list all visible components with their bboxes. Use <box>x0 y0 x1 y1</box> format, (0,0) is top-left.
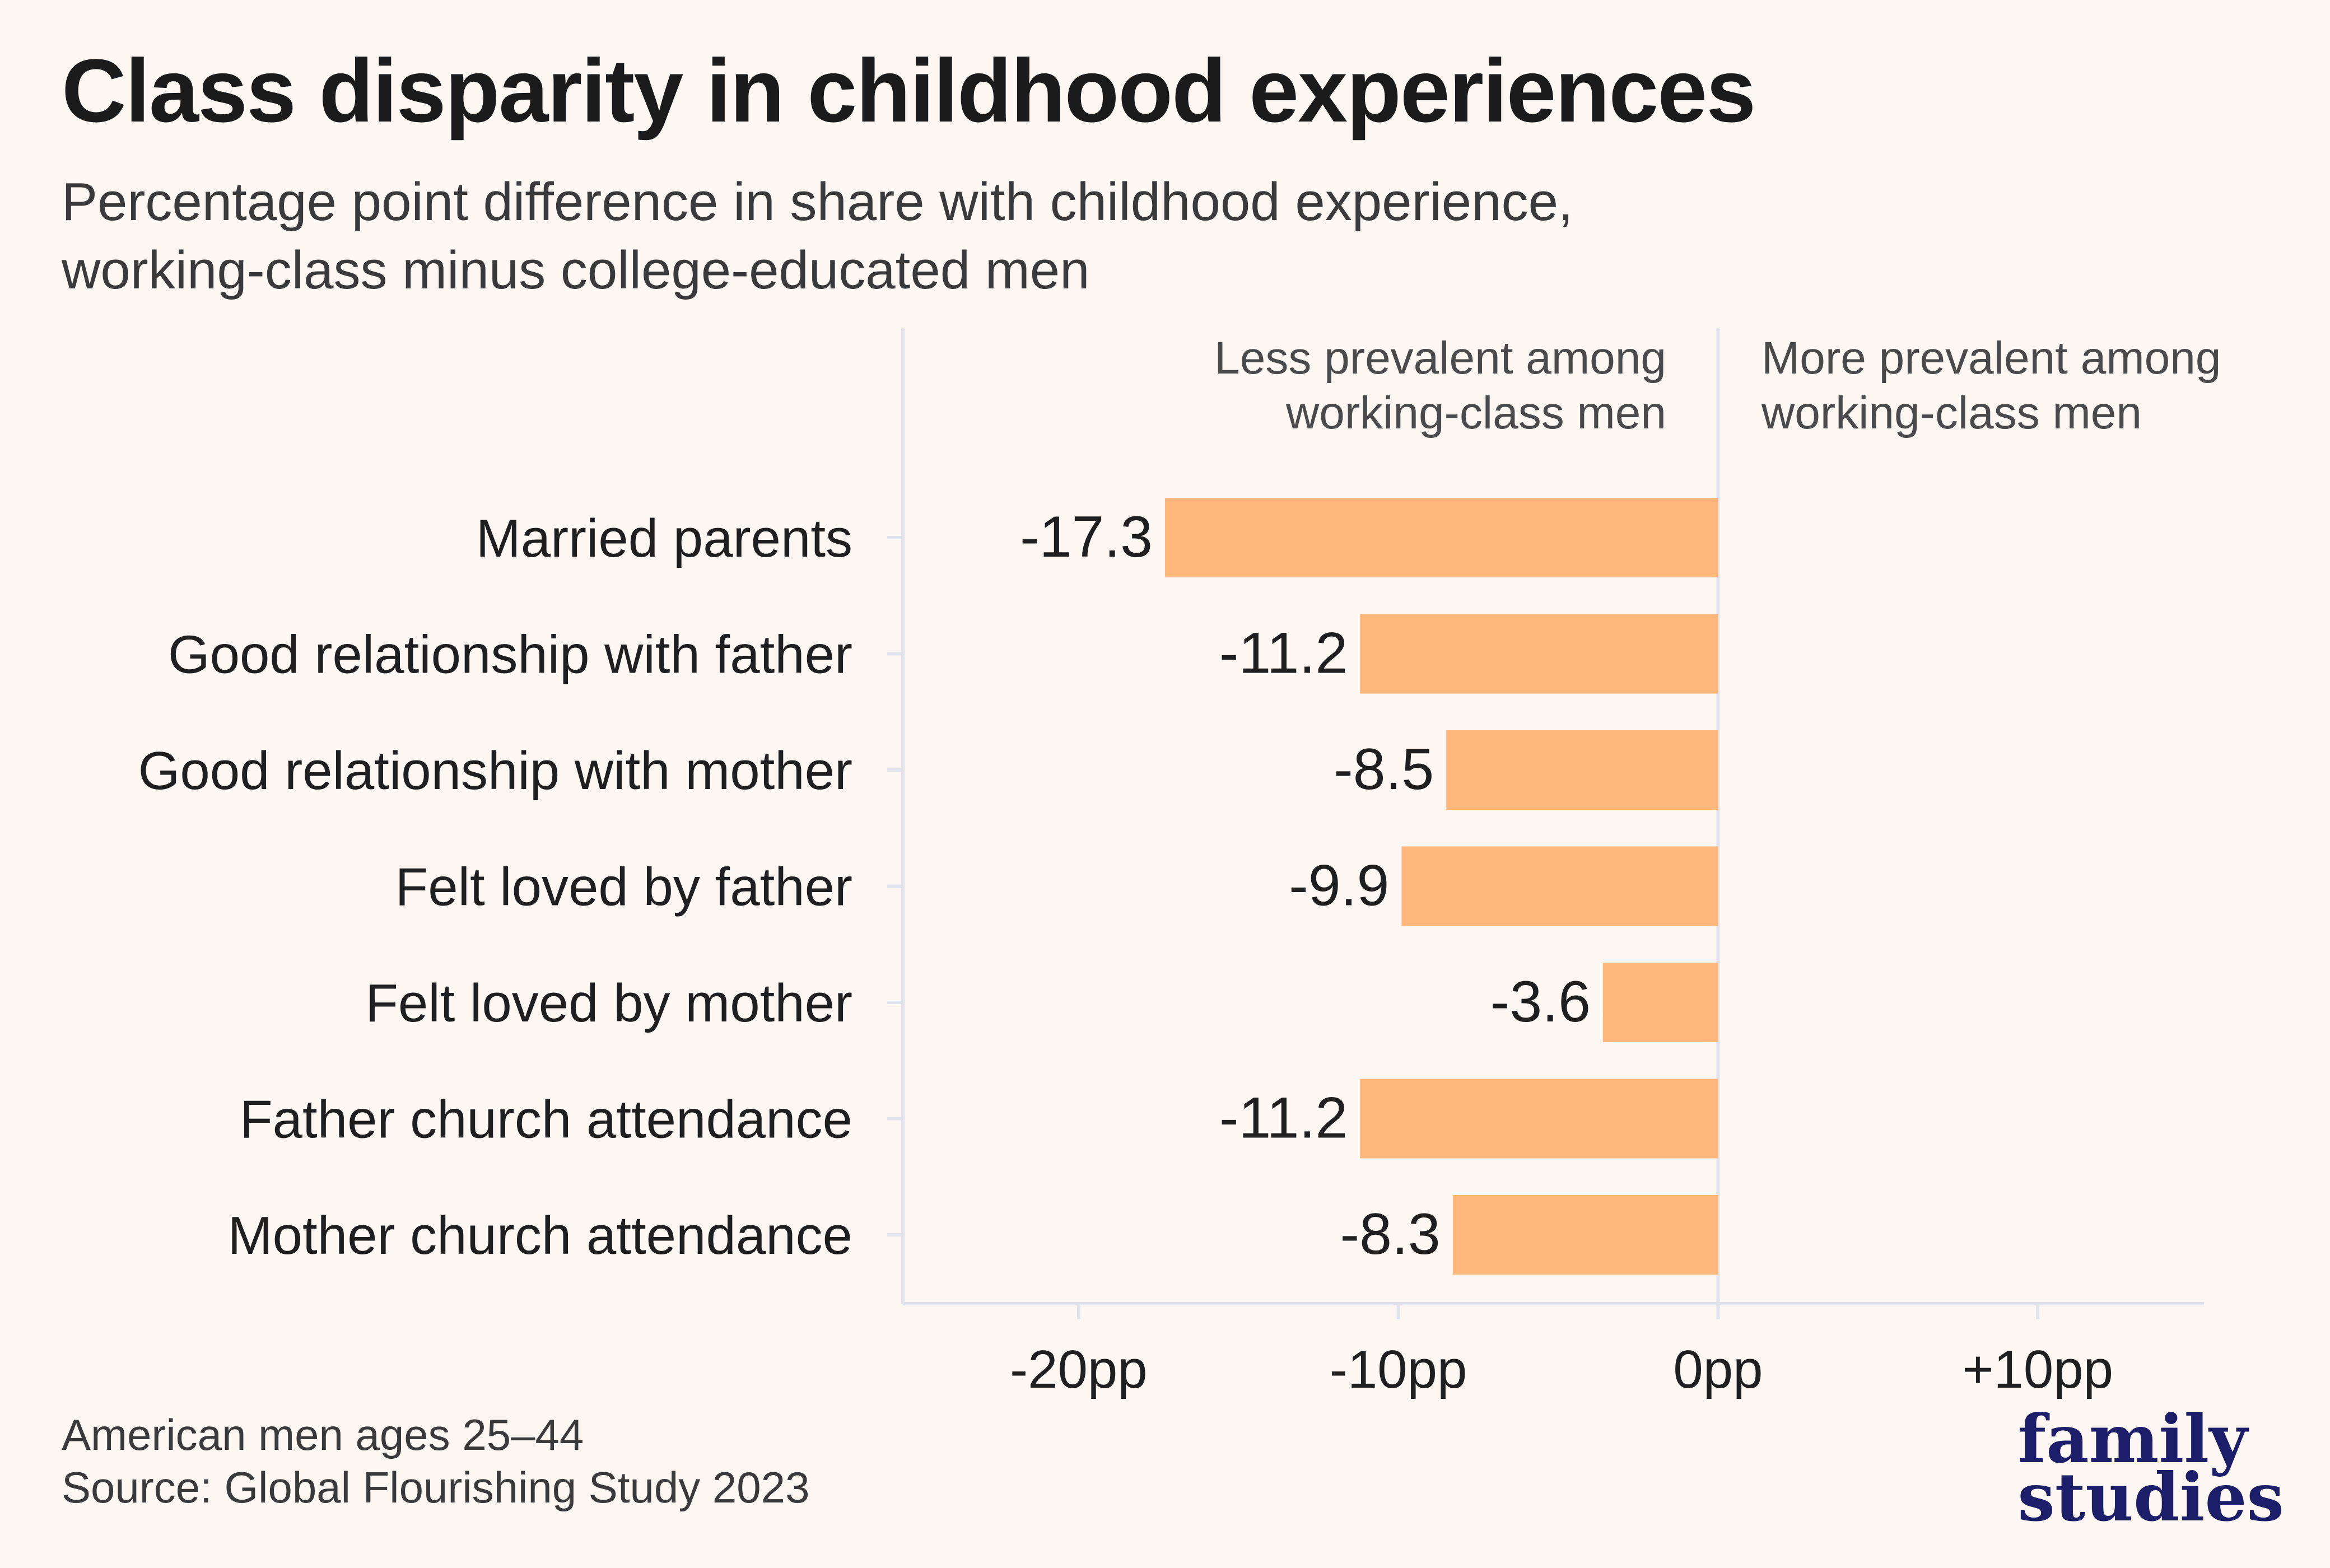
labels: -20pp -10pp 0pp +10pp Married parents -17.3 Go… <box>138 505 2113 1399</box>
annotation-less-prevalent-line-2: working-class men <box>1285 388 1666 438</box>
category-label: Felt loved by mother <box>365 973 852 1033</box>
value-label: -11.2 <box>1219 621 1348 686</box>
category-label: Felt loved by father <box>395 857 852 917</box>
value-label: -11.2 <box>1219 1086 1348 1151</box>
value-label: -3.6 <box>1490 969 1591 1034</box>
annotation-more-prevalent-line-1: More prevalent among <box>1762 333 2221 384</box>
category-label: Good relationship with father <box>168 625 852 685</box>
logo-line-1: family <box>2017 1400 2248 1478</box>
chart-subtitle: Percentage point difference in share wit… <box>62 168 1573 305</box>
value-label: -9.9 <box>1289 853 1389 918</box>
bar <box>1360 614 1718 694</box>
logo-line-2: studies <box>2017 1458 2284 1536</box>
x-tick-label: 0pp <box>1673 1340 1763 1399</box>
footnote: American men ages 25–44 Source: Global F… <box>62 1408 809 1514</box>
x-tick-label: -10pp <box>1330 1340 1467 1399</box>
bar <box>1452 1195 1718 1275</box>
bar <box>1602 963 1718 1042</box>
annotation-more-prevalent-line-2: working-class men <box>1761 388 2142 438</box>
category-label: Father church attendance <box>240 1090 852 1150</box>
annotation-less-prevalent-line-1: Less prevalent among <box>1214 333 1666 384</box>
value-label: -8.5 <box>1334 737 1434 802</box>
bar <box>1446 730 1718 810</box>
value-label: -8.3 <box>1340 1202 1440 1267</box>
axes <box>887 328 2204 1319</box>
bar <box>1401 846 1718 926</box>
category-label: Married parents <box>476 508 852 568</box>
bars <box>1165 498 1718 1275</box>
category-label: Good relationship with mother <box>138 741 852 801</box>
footnote-population: American men ages 25–44 <box>62 1410 584 1459</box>
value-label: -17.3 <box>1020 505 1153 570</box>
footnote-source: Source: Global Flourishing Study 2023 <box>62 1463 810 1512</box>
bar <box>1165 498 1718 577</box>
bar <box>1360 1079 1718 1159</box>
subtitle-line-2: working-class minus college-educated men <box>62 240 1090 300</box>
x-tick-label: -20pp <box>1010 1340 1148 1399</box>
subtitle-line-1: Percentage point difference in share wit… <box>62 172 1573 232</box>
chart-title: Class disparity in childhood experiences <box>62 40 1756 141</box>
x-tick-label: +10pp <box>1962 1340 2113 1399</box>
family-studies-logo: family studies <box>2017 1400 2284 1536</box>
category-label: Mother church attendance <box>228 1206 852 1266</box>
